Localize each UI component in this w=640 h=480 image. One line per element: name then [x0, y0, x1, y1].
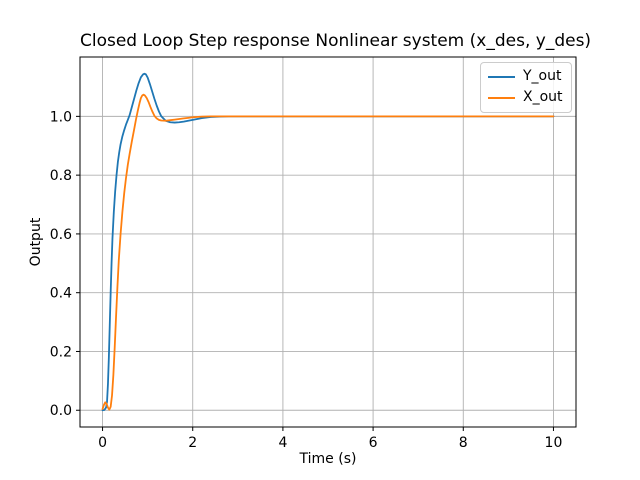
x-tick-label: 6	[369, 435, 378, 451]
y-tick-label: 0.4	[50, 286, 72, 302]
y-tick-label: 0.6	[50, 227, 72, 243]
legend-label-y-out: Y_out	[523, 68, 562, 84]
series-line-y-out	[101, 72, 555, 412]
legend: Y_out X_out	[480, 62, 572, 113]
x-tick-label: 8	[459, 435, 468, 451]
chart-title: Closed Loop Step response Nonlinear syst…	[80, 31, 592, 51]
legend-label-x-out: X_out	[523, 89, 563, 105]
legend-item-y-out: Y_out	[488, 67, 564, 86]
x-tick-label: 10	[545, 435, 563, 451]
y-tick-label: 0.8	[50, 168, 72, 184]
legend-line-swatch-y-out	[488, 75, 515, 78]
legend-item-x-out: X_out	[488, 88, 564, 107]
y-tick-label: 1.0	[50, 109, 72, 125]
x-axis-label: Time (s)	[299, 451, 357, 467]
series-line-x-out	[101, 93, 555, 411]
axes-border	[79, 56, 577, 428]
x-tick-label: 0	[98, 435, 107, 451]
x-tick-label: 4	[278, 435, 287, 451]
x-tick-label: 2	[188, 435, 197, 451]
legend-line-swatch-x-out	[488, 96, 515, 99]
y-tick-label: 0.0	[50, 403, 72, 419]
y-tick-label: 0.2	[50, 344, 72, 360]
